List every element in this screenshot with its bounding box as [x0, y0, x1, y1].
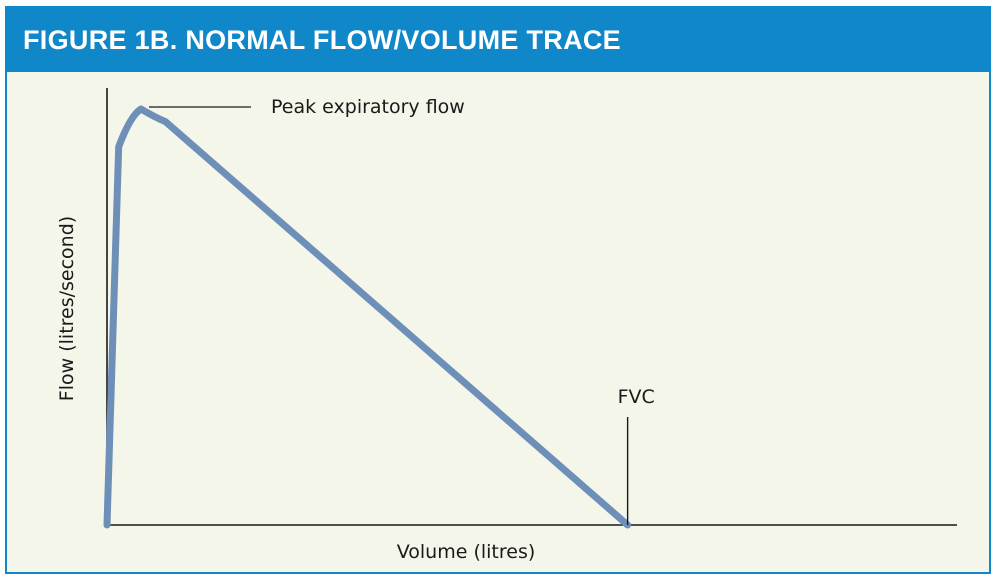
- fvc-label: FVC: [618, 386, 655, 408]
- flow-volume-trace: [103, 105, 632, 529]
- figure-panel: FIGURE 1B. NORMAL FLOW/VOLUME TRACE Peak…: [5, 6, 991, 574]
- figure-title: FIGURE 1B. NORMAL FLOW/VOLUME TRACE: [23, 25, 621, 55]
- x-axis-label: Volume (litres): [397, 541, 536, 563]
- peak-flow-label: Peak expiratory flow: [271, 96, 465, 118]
- y-axis-label: Flow (litres/second): [56, 216, 78, 401]
- figure-header: FIGURE 1B. NORMAL FLOW/VOLUME TRACE: [7, 8, 989, 72]
- flow-volume-chart: Peak expiratory flow FVC Volume (litres)…: [56, 88, 957, 563]
